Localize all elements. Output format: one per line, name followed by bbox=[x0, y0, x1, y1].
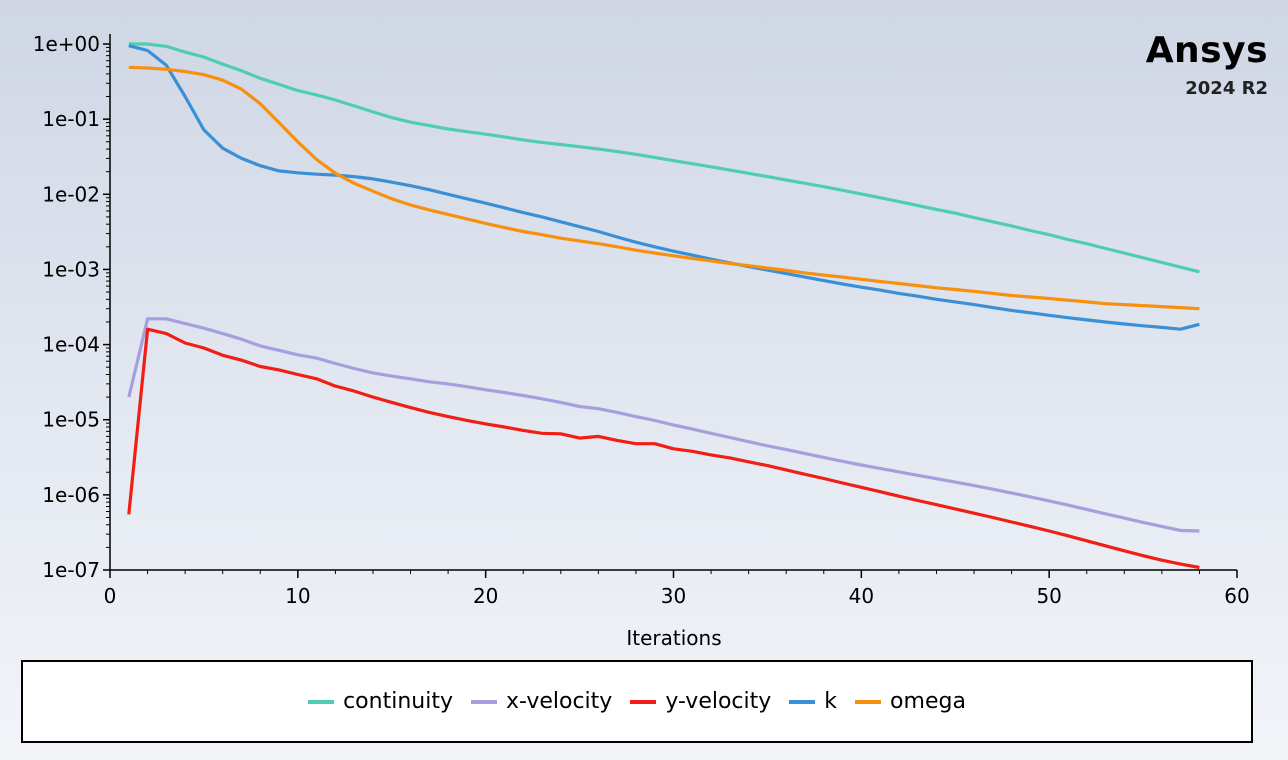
series-lines bbox=[127, 42, 1200, 570]
legend-item-y-velocity: y-velocity bbox=[630, 689, 771, 714]
legend-item-k: k bbox=[789, 689, 837, 714]
y-tick-label: 1e-03 bbox=[42, 257, 100, 281]
legend-swatch bbox=[308, 699, 335, 704]
residuals-chart: 1e+00 1e-01 1e-02 1e-03 1e-04 1e-05 1e-06 1e-07… bbox=[33, 30, 1268, 650]
x-tick-label: 20 bbox=[473, 584, 498, 608]
x-tick-label: 40 bbox=[849, 584, 874, 608]
legend-label: y-velocity bbox=[665, 689, 772, 714]
legend-swatch bbox=[855, 699, 882, 704]
x-axis-title: Iterations bbox=[626, 626, 721, 650]
legend-swatch bbox=[470, 699, 497, 704]
legend-swatch bbox=[789, 699, 816, 704]
y-tick-label: 1e+00 bbox=[33, 32, 100, 56]
series-line-omega bbox=[128, 65, 1200, 311]
legend-label: continuity bbox=[343, 689, 453, 714]
y-tick-label: 1e-01 bbox=[42, 107, 100, 131]
ansys-logo: Ansys 2024 R2 bbox=[1146, 30, 1268, 99]
legend-item-x-velocity: x-velocity bbox=[470, 689, 613, 714]
y-tick-label: 1e-02 bbox=[42, 182, 100, 206]
y-tick-label: 1e-04 bbox=[42, 333, 100, 357]
legend-label: k bbox=[824, 689, 838, 714]
svg-text:Ansys: Ansys bbox=[1146, 30, 1268, 71]
y-tick-label: 1e-05 bbox=[42, 408, 100, 432]
x-tick-label: 50 bbox=[1036, 584, 1061, 608]
legend-item-continuity: continuity bbox=[308, 689, 453, 714]
legend-item-omega: omega bbox=[855, 689, 966, 714]
y-tick-label: 1e-07 bbox=[42, 558, 100, 582]
series-line-continuity bbox=[128, 42, 1200, 274]
legend-swatch bbox=[630, 699, 657, 704]
series-line-y-velocity bbox=[127, 327, 1200, 570]
series-line-x-velocity bbox=[127, 317, 1200, 533]
x-tick-label: 0 bbox=[104, 584, 117, 608]
x-tick-label: 10 bbox=[285, 584, 310, 608]
axes: 1e+00 1e-01 1e-02 1e-03 1e-04 1e-05 1e-06 1e-07… bbox=[33, 32, 1250, 608]
legend-label: x-velocity bbox=[505, 689, 613, 714]
x-tick-label: 60 bbox=[1224, 584, 1249, 608]
legend: continuity x-velocity y-velocity k omega bbox=[21, 660, 1253, 743]
svg-text:2024 R2: 2024 R2 bbox=[1185, 78, 1268, 99]
y-tick-label: 1e-06 bbox=[42, 483, 100, 507]
x-tick-label: 30 bbox=[661, 584, 686, 608]
series-line-k bbox=[128, 44, 1200, 331]
legend-label: omega bbox=[890, 689, 966, 714]
